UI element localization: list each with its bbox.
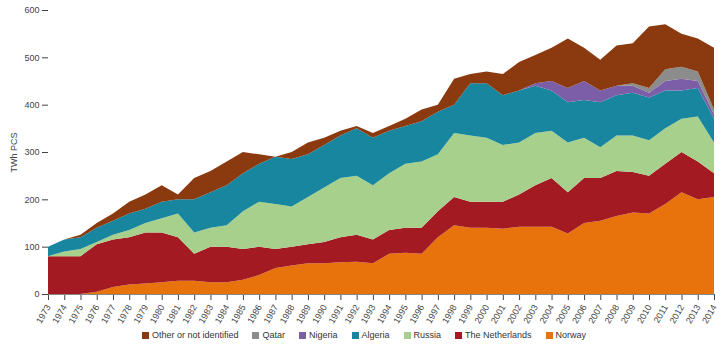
svg-text:1980: 1980 [148, 303, 167, 325]
svg-text:1991: 1991 [326, 303, 345, 325]
svg-text:1996: 1996 [408, 303, 427, 325]
svg-text:1979: 1979 [132, 303, 151, 325]
svg-text:0: 0 [34, 289, 39, 299]
svg-text:2004: 2004 [538, 303, 557, 325]
svg-text:TWh PCS: TWh PCS [9, 132, 19, 172]
html-text:Norway: Norway [555, 330, 587, 340]
html-text:Qatar: Qatar [262, 330, 285, 340]
svg-text:1978: 1978 [115, 303, 134, 325]
svg-text:2012: 2012 [668, 303, 687, 325]
svg-text:600: 600 [24, 5, 39, 15]
svg-text:500: 500 [24, 53, 39, 63]
html-text:Algeria: Algeria [361, 330, 390, 340]
svg-text:1986: 1986 [245, 303, 264, 325]
svg-text:1977: 1977 [99, 303, 118, 325]
svg-text:1990: 1990 [310, 303, 329, 325]
svg-text:2005: 2005 [554, 303, 573, 325]
svg-text:1997: 1997 [424, 303, 443, 325]
svg-text:2002: 2002 [505, 303, 524, 325]
svg-text:1973: 1973 [34, 303, 53, 325]
svg-text:1994: 1994 [375, 303, 394, 325]
svg-text:1976: 1976 [83, 303, 102, 325]
svg-text:1992: 1992 [343, 303, 362, 325]
svg-text:1989: 1989 [294, 303, 313, 325]
html-text:The Netherlands: The Netherlands [465, 330, 532, 340]
svg-text:1988: 1988 [278, 303, 297, 325]
svg-text:1993: 1993 [359, 303, 378, 325]
svg-text:1983: 1983 [196, 303, 215, 325]
html-text:Other or not identified: Other or not identified [151, 330, 239, 340]
svg-text:100: 100 [24, 242, 39, 252]
svg-text:300: 300 [24, 147, 39, 157]
svg-text:2011: 2011 [652, 303, 670, 325]
svg-text:400: 400 [24, 100, 39, 110]
svg-text:1974: 1974 [50, 303, 69, 325]
svg-text:2013: 2013 [684, 303, 703, 325]
svg-text:1982: 1982 [180, 303, 199, 325]
svg-text:1987: 1987 [261, 303, 280, 325]
svg-text:2006: 2006 [570, 303, 589, 325]
html-text:Nigeria: Nigeria [309, 330, 338, 340]
svg-text:1975: 1975 [67, 303, 86, 325]
svg-text:1981: 1981 [164, 303, 183, 325]
svg-text:2003: 2003 [521, 303, 540, 325]
svg-text:2001: 2001 [489, 303, 508, 325]
html-text:Russia: Russia [413, 330, 441, 340]
svg-text:2009: 2009 [619, 303, 638, 325]
svg-text:2008: 2008 [603, 303, 622, 325]
svg-text:1984: 1984 [213, 303, 232, 325]
svg-text:1985: 1985 [229, 303, 248, 325]
svg-text:1998: 1998 [440, 303, 459, 325]
svg-text:2014: 2014 [700, 303, 719, 325]
svg-text:2010: 2010 [635, 303, 654, 325]
svg-text:1999: 1999 [456, 303, 475, 325]
svg-text:2000: 2000 [473, 303, 492, 325]
svg-text:200: 200 [24, 195, 39, 205]
svg-text:2007: 2007 [586, 303, 605, 325]
svg-text:1995: 1995 [391, 303, 410, 325]
